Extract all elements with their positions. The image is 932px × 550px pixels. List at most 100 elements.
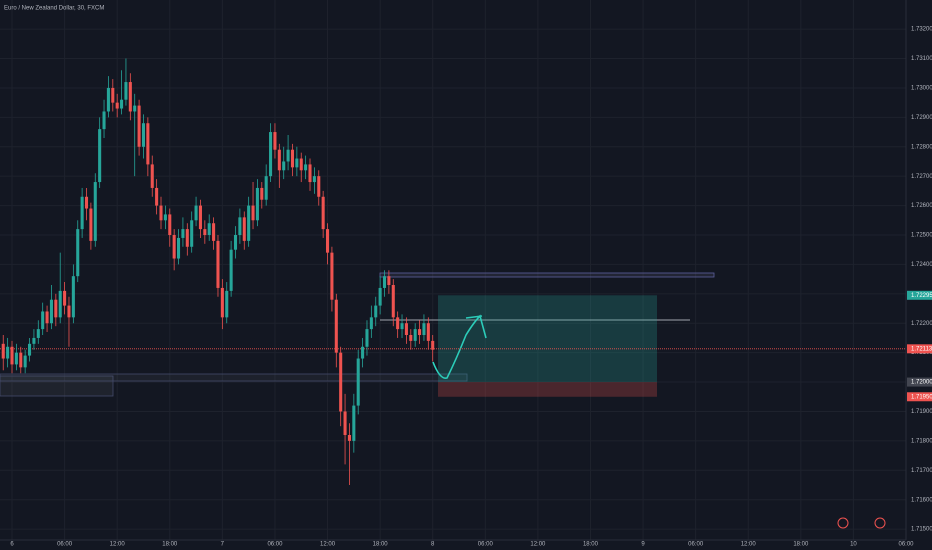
candle-body [321, 196, 325, 230]
candle-body [396, 317, 400, 330]
candle-body [277, 149, 281, 171]
candles [1, 58, 435, 485]
candle-body [260, 187, 264, 200]
candle-body [426, 323, 430, 341]
candle-body [216, 240, 220, 288]
y-tick-label: 1.72800 [911, 144, 932, 150]
candle-body [98, 129, 102, 183]
candle-body [365, 329, 369, 347]
candle-body [159, 205, 163, 221]
candle-body [247, 205, 251, 241]
candle-body [63, 290, 67, 306]
y-tick-label: 1.73000 [911, 86, 932, 92]
candle-body [67, 305, 71, 318]
y-tick-label: 1.73100 [911, 56, 932, 62]
x-tick-label: 7 [221, 542, 225, 548]
candle-body [1, 343, 5, 359]
candle-body [185, 229, 189, 247]
target-zone [438, 295, 657, 383]
candle-body [203, 229, 207, 235]
candle-body [168, 214, 172, 235]
x-tick-label: 06:00 [478, 542, 494, 548]
candle-body [391, 285, 395, 318]
event-icon[interactable] [874, 517, 886, 529]
candle-body [41, 311, 45, 330]
candle-body [229, 249, 233, 291]
candle-body [418, 329, 422, 335]
candle-body [89, 208, 93, 241]
candle-body [14, 352, 18, 365]
drawings [0, 272, 906, 397]
y-tick-label: 1.72600 [911, 203, 932, 209]
candle-body [32, 337, 36, 344]
candle-body [194, 205, 198, 221]
price-label: 1.72000 [911, 380, 932, 386]
candle-body [404, 323, 408, 335]
candle-body [93, 182, 97, 241]
candle-body [115, 102, 119, 109]
stop-zone [438, 382, 657, 397]
y-tick-label: 1.72200 [911, 321, 932, 327]
candle-body [286, 149, 290, 162]
candle-body [304, 164, 308, 171]
price-label-bg [907, 392, 932, 402]
y-tick-label: 1.72500 [911, 233, 932, 239]
candle-body [80, 196, 84, 230]
candle-body [422, 323, 426, 335]
y-tick-label: 1.72700 [911, 174, 932, 180]
x-tick-label: 12:00 [741, 542, 757, 548]
candle-body [84, 196, 89, 209]
candle-body [356, 358, 360, 406]
candle-body [264, 176, 268, 200]
candle-body [71, 276, 75, 318]
candle-body [295, 158, 299, 168]
candle-body [299, 158, 303, 171]
candle-body [317, 176, 321, 197]
candle-body [163, 214, 167, 221]
x-tick-label: 12:00 [320, 542, 336, 548]
candle-body [150, 164, 154, 188]
candle-body [128, 82, 132, 112]
candle-body [409, 335, 413, 341]
candle-body [339, 352, 343, 412]
candle-body [146, 123, 150, 165]
y-tick-label: 1.71700 [911, 468, 932, 474]
x-tick-label: 18:00 [793, 542, 809, 548]
candle-body [361, 346, 365, 359]
candle-body [308, 164, 312, 183]
brush-drawing [432, 314, 487, 379]
candle-body [330, 252, 334, 300]
candle-body [225, 290, 229, 318]
candle-body [212, 223, 216, 241]
x-tick-label: 12:00 [530, 542, 546, 548]
candle-body [312, 176, 316, 183]
candle-body [45, 311, 49, 324]
candle-body [233, 235, 238, 250]
candle-body [198, 205, 202, 230]
x-tick-label: 18:00 [373, 542, 389, 548]
candle-body [282, 161, 286, 171]
price-label: 1.72295 [911, 293, 932, 299]
x-tick-label: 06:00 [57, 542, 73, 548]
candle-body [76, 229, 80, 277]
x-tick-label: 9 [641, 542, 645, 548]
candle-body [387, 276, 391, 285]
candle-body [102, 111, 106, 130]
candle-body [58, 290, 62, 318]
candle-body [10, 346, 14, 365]
y-tick-label: 1.73200 [911, 27, 932, 33]
candle-body [220, 287, 224, 318]
candle-body [369, 317, 373, 330]
candle-body [413, 329, 417, 341]
x-tick-label: 06:00 [898, 542, 914, 548]
candle-body [111, 87, 115, 103]
price-axis [906, 0, 932, 550]
candle-body [23, 355, 27, 368]
price-label: 1.71950 [911, 394, 932, 400]
candle-body [374, 305, 378, 318]
price-label: 1.72113 [911, 346, 932, 352]
candle-body [49, 299, 53, 324]
event-icon[interactable] [837, 517, 849, 529]
